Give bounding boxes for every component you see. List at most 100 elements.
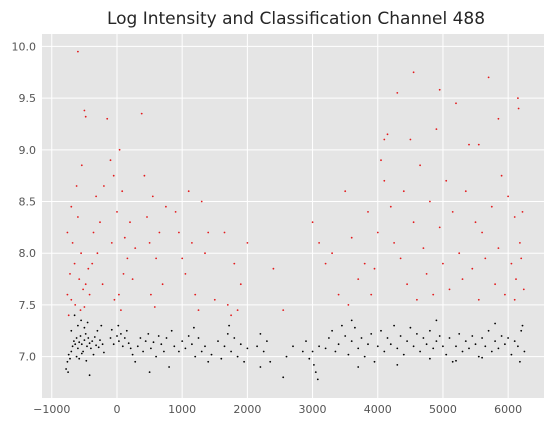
data-point bbox=[522, 288, 525, 291]
data-point bbox=[438, 335, 441, 337]
data-point bbox=[311, 221, 314, 224]
data-point bbox=[73, 262, 76, 265]
data-point bbox=[80, 352, 83, 355]
data-point bbox=[517, 97, 519, 99]
y-tick-label: 9.0 bbox=[19, 144, 37, 157]
data-point bbox=[78, 278, 81, 280]
data-point bbox=[207, 360, 210, 363]
x-tick-label: 0 bbox=[113, 403, 120, 416]
data-point bbox=[246, 242, 249, 244]
chart-title: Log Intensity and Classification Channel… bbox=[107, 9, 485, 29]
data-point bbox=[393, 242, 395, 244]
data-point bbox=[292, 345, 294, 348]
data-point bbox=[90, 347, 92, 350]
data-point bbox=[239, 343, 242, 346]
y-tick-label: 7.5 bbox=[19, 299, 37, 312]
data-point bbox=[500, 335, 503, 337]
data-point bbox=[79, 309, 82, 311]
data-point bbox=[136, 345, 139, 348]
data-point bbox=[464, 190, 467, 193]
data-point bbox=[170, 329, 173, 332]
data-point bbox=[67, 371, 69, 373]
data-point bbox=[468, 143, 470, 146]
data-point bbox=[223, 231, 226, 234]
data-point bbox=[494, 283, 496, 286]
data-point bbox=[386, 337, 389, 339]
data-point bbox=[187, 335, 190, 337]
data-point bbox=[193, 326, 195, 329]
data-point bbox=[83, 326, 86, 329]
data-point bbox=[458, 252, 461, 255]
data-point bbox=[451, 211, 454, 213]
y-tick-label: 8.5 bbox=[19, 196, 37, 209]
data-point bbox=[153, 306, 156, 308]
data-point bbox=[165, 337, 168, 339]
data-point bbox=[147, 333, 150, 335]
data-point bbox=[497, 247, 500, 250]
data-point bbox=[213, 298, 216, 301]
data-point bbox=[494, 322, 496, 325]
data-point bbox=[125, 329, 128, 332]
data-point bbox=[70, 350, 73, 353]
data-point bbox=[88, 342, 91, 345]
data-point bbox=[239, 283, 242, 286]
data-point bbox=[432, 347, 435, 350]
data-point bbox=[121, 345, 124, 348]
data-point bbox=[487, 329, 490, 332]
data-point bbox=[438, 88, 441, 91]
data-point bbox=[373, 360, 376, 363]
x-tick-label: 2000 bbox=[233, 403, 261, 416]
data-point bbox=[484, 257, 487, 260]
data-point bbox=[88, 293, 91, 296]
data-point bbox=[402, 353, 405, 356]
data-point bbox=[442, 345, 444, 348]
data-point bbox=[118, 148, 121, 151]
data-point bbox=[363, 262, 366, 265]
data-point bbox=[165, 205, 167, 208]
data-point bbox=[74, 304, 77, 306]
data-point bbox=[432, 293, 435, 296]
data-point bbox=[370, 333, 373, 335]
data-point bbox=[399, 257, 402, 260]
data-point bbox=[409, 326, 412, 329]
data-point bbox=[80, 343, 83, 346]
data-point bbox=[412, 345, 415, 348]
data-point bbox=[350, 236, 353, 239]
data-point bbox=[517, 345, 519, 348]
data-point bbox=[65, 368, 67, 370]
data-point bbox=[103, 351, 105, 354]
data-point bbox=[445, 353, 448, 356]
data-point bbox=[396, 364, 399, 366]
data-point bbox=[435, 319, 438, 322]
data-point bbox=[77, 216, 79, 218]
data-point bbox=[155, 257, 158, 260]
data-point bbox=[515, 278, 517, 280]
data-point bbox=[181, 340, 184, 342]
data-point bbox=[69, 273, 71, 275]
data-point bbox=[380, 159, 382, 162]
data-point bbox=[67, 353, 70, 356]
data-point bbox=[120, 333, 122, 335]
data-point bbox=[301, 350, 304, 353]
data-point bbox=[313, 364, 315, 366]
data-point bbox=[266, 340, 268, 342]
data-point bbox=[419, 350, 421, 353]
data-point bbox=[126, 257, 129, 260]
data-point bbox=[386, 133, 389, 136]
data-point bbox=[123, 337, 126, 339]
data-point bbox=[118, 293, 120, 296]
data-point bbox=[402, 190, 405, 193]
data-point bbox=[341, 324, 343, 327]
data-point bbox=[363, 355, 366, 358]
data-point bbox=[67, 314, 70, 317]
data-point bbox=[435, 340, 438, 342]
data-point bbox=[256, 345, 258, 348]
data-point bbox=[367, 343, 369, 346]
data-point bbox=[471, 335, 474, 337]
data-point bbox=[70, 298, 73, 301]
data-point bbox=[92, 353, 95, 356]
data-point bbox=[331, 329, 333, 332]
data-point bbox=[513, 298, 516, 301]
data-point bbox=[259, 333, 262, 335]
data-point bbox=[314, 371, 317, 373]
